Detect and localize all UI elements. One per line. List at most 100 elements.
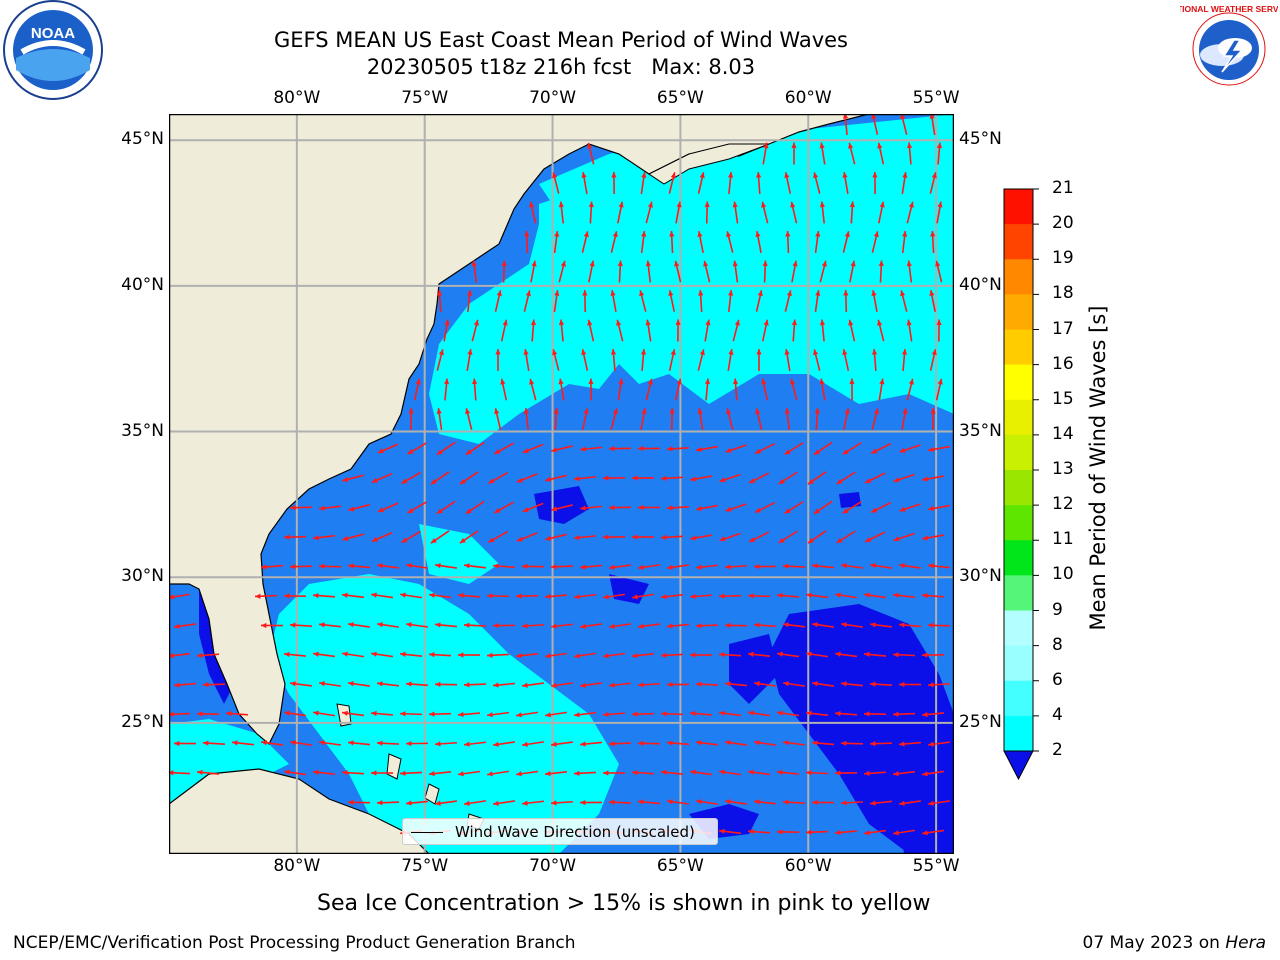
wind-arrow-head (690, 593, 696, 600)
wind-arrow-head (849, 378, 855, 384)
lat-label-left: 35°N (121, 420, 164, 441)
colorbar-tick-label: 4 (1052, 704, 1063, 725)
wind-arrow-head (560, 260, 566, 267)
wind-arrow-head (371, 536, 378, 542)
wind-arrow-head (815, 290, 821, 296)
wind-arrow-head (899, 563, 905, 569)
lon-label-top: 55°W (912, 88, 960, 108)
wind-arrow-head (466, 290, 473, 296)
lon-label-top: 60°W (784, 88, 832, 108)
wind-arrow-head (348, 799, 354, 806)
wind-arrow-head (783, 563, 789, 569)
wind-arrow-head (937, 201, 943, 208)
wind-arrow-head (406, 622, 412, 628)
wind-arrow-head (495, 349, 501, 355)
wind-arrow-head (371, 592, 377, 598)
wind-arrow-head (551, 447, 558, 453)
wind-arrow-head (494, 448, 501, 454)
wind-arrow-head (661, 534, 667, 540)
wind-arrow-head (582, 290, 588, 296)
wind-arrow-head (371, 651, 377, 657)
wind-arrow-head (902, 231, 908, 237)
wind-arrow-head (406, 800, 412, 806)
wind-arrow-head (893, 592, 899, 598)
wind-arrow-head (754, 563, 760, 570)
wind-arrow-head (728, 349, 734, 355)
wind-arrow-head (371, 710, 377, 717)
wind-arrow-head (603, 653, 609, 659)
colorbar-tick-label: 16 (1052, 353, 1074, 374)
wind-arrow-head (807, 479, 814, 485)
wind-arrow-head (836, 537, 843, 543)
wind-arrow-head (558, 378, 564, 385)
wind-arrow-head (928, 741, 934, 747)
wind-arrow-head (728, 290, 734, 296)
wind-arrow-head (197, 652, 203, 658)
map-border (168, 113, 955, 855)
wind-arrow-head (284, 769, 290, 775)
wind-arrow-head (697, 231, 703, 238)
wind-arrow-head (835, 651, 841, 657)
wind-arrow-head (290, 622, 296, 628)
wind-arrow-head (580, 564, 586, 570)
wind-arrow-head (377, 681, 383, 687)
wind-arrow-head (342, 476, 349, 482)
wind-arrow-head (786, 290, 792, 297)
wind-arrow-head (319, 505, 325, 511)
wind-arrow-head (922, 711, 928, 718)
wind-arrow-head (609, 741, 615, 747)
wind-arrow-head (791, 142, 797, 148)
wind-arrow-head (870, 741, 876, 747)
wind-arrow-head (459, 478, 466, 485)
wind-arrow-head (668, 290, 674, 297)
wind-arrow-head (843, 290, 849, 296)
lon-label-top: 70°W (529, 88, 577, 108)
colorbar-segment (1004, 540, 1033, 576)
wind-arrow-head (872, 172, 878, 178)
wind-arrow-head (465, 449, 472, 455)
wind-arrow-head (284, 593, 290, 599)
wind-arrow-head (754, 799, 760, 805)
wind-arrow-head (522, 682, 528, 688)
wind-arrow-head (790, 201, 796, 208)
wind-arrow-head (783, 740, 789, 746)
wind-arrow-head (871, 448, 878, 454)
wind-arrow-head (755, 448, 762, 454)
wind-arrow-head (696, 446, 702, 453)
wind-arrow-head (813, 508, 820, 514)
wind-arrow-head (467, 349, 473, 355)
wind-arrow-head (458, 592, 464, 599)
wind-arrow-head (841, 800, 847, 806)
wind-arrow-head (429, 592, 435, 598)
lat-label-right: 30°N (959, 566, 1002, 587)
wind-arrow-head (618, 378, 624, 385)
wind-arrow-head (696, 799, 702, 805)
wind-arrow-head (928, 800, 934, 806)
wind-arrow-head (609, 445, 615, 452)
wind-arrow-head (670, 172, 676, 179)
lon-label-bottom: 60°W (784, 856, 832, 876)
wind-arrow-head (437, 290, 443, 296)
wind-arrow-head (806, 651, 812, 657)
wind-arrow-head (522, 448, 529, 454)
wind-arrow-head (755, 408, 761, 415)
wind-arrow-head (558, 201, 564, 208)
wind-arrow-head (899, 447, 906, 453)
wind-arrow-head (778, 537, 785, 543)
wind-arrow-head (900, 114, 906, 120)
wind-arrow-head (494, 408, 500, 415)
wind-arrow-head (435, 800, 441, 806)
wind-arrow-head (284, 710, 290, 716)
wind-arrow-head (545, 712, 551, 718)
wind-arrow-head (617, 260, 623, 267)
wind-arrow-head (696, 564, 702, 570)
wind-arrow-head (935, 260, 941, 267)
nws-logo: NATIONAL WEATHER SERVICE (1165, 0, 1280, 98)
wind-arrow-head (835, 592, 841, 598)
wind-arrow-head (493, 622, 499, 629)
wind-arrow-head (719, 828, 725, 834)
wind-arrow-head (791, 319, 798, 326)
wind-arrow-head (552, 349, 558, 356)
wind-arrow-head (255, 593, 261, 599)
lat-label-left: 45°N (121, 129, 164, 150)
